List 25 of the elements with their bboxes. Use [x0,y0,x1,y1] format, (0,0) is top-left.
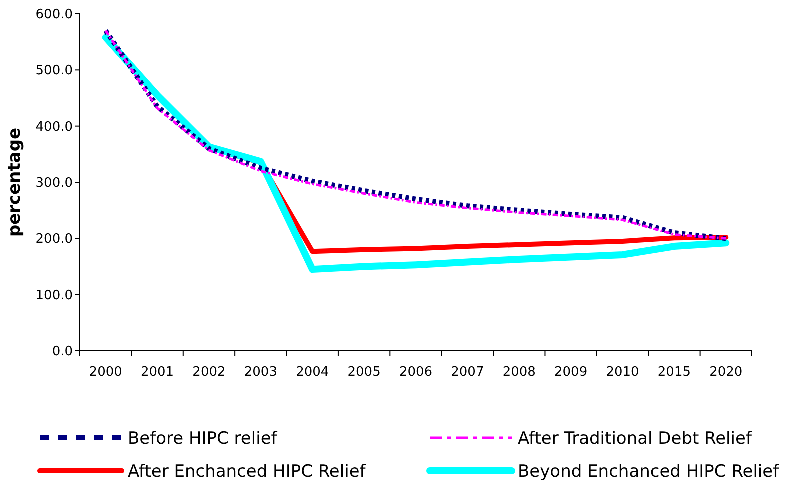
y-tick-label: 600.0 [36,8,73,23]
legend-label: After Enchanced HIPC Relief [128,462,367,482]
x-tick-label: 2006 [399,365,433,380]
x-tick-label: 2008 [502,365,536,380]
x-tick-label: 2004 [296,365,330,380]
y-tick-label: 400.0 [36,120,73,135]
x-tick-label: 2003 [244,365,278,380]
y-tick-label: 500.0 [36,64,73,79]
x-tick-label: 2015 [658,365,692,380]
x-tick-label: 2002 [192,365,226,380]
x-tick-label: 2005 [348,365,381,380]
y-tick-label: 0.0 [52,344,73,360]
y-tick-label: 300.0 [36,176,73,192]
x-tick-label: 2020 [710,365,743,380]
legend-label: Beyond Enchanced HIPC Relief [518,462,780,482]
y-tick-label: 100.0 [36,288,73,304]
x-tick-label: 2001 [140,365,174,380]
legend-label: After Traditional Debt Relief [518,428,753,449]
legend-label: Before HIPC relief [128,428,278,449]
y-axis-title: percentage [5,128,25,238]
x-tick-label: 2000 [89,365,122,380]
x-tick-label: 2010 [606,365,640,380]
y-tick-label: 200.0 [36,232,73,248]
x-tick-label: 2007 [451,365,484,380]
x-tick-label: 2009 [554,365,588,380]
